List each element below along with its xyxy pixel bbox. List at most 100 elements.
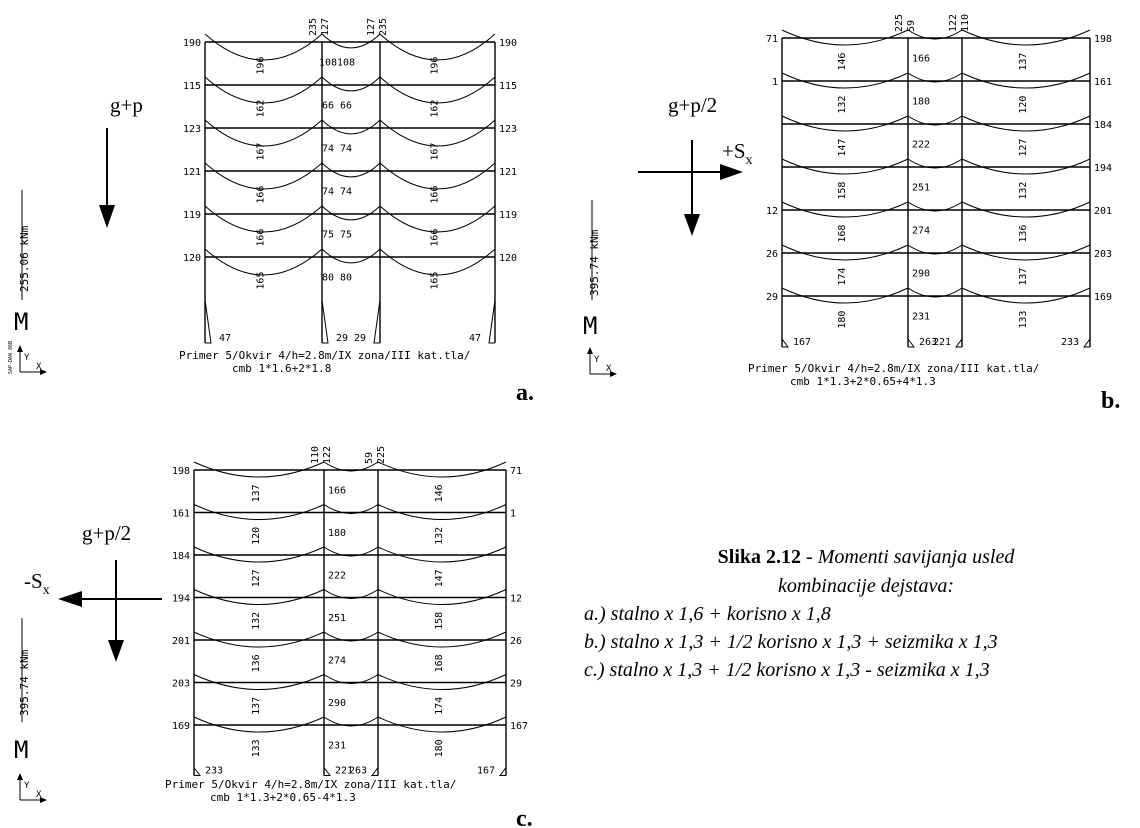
base-moment-label: 233	[1061, 337, 1079, 348]
moment-curve	[961, 287, 1091, 304]
moment-curve	[321, 76, 381, 92]
moment-curve	[961, 158, 1091, 175]
frame-a: 196 108108 196 190 190 162 66 66 162 115 115 167 74…	[183, 18, 517, 344]
scale-label-b: 395.74 kNm	[588, 229, 601, 296]
edge-moment-label: 26	[766, 249, 778, 260]
moment-curve	[961, 244, 1091, 261]
span-moment-label: 108108	[319, 58, 355, 69]
moment-curve	[193, 631, 325, 648]
frame-c: 137 166 146 198 71 120 180 132 161 1 127 222 147 184 1…	[172, 446, 528, 777]
moment-curve	[907, 29, 963, 40]
moment-curve	[907, 115, 963, 126]
title-line2-a: cmb 1*1.6+2*1.8	[232, 362, 331, 375]
axis-x-c: X	[36, 790, 42, 800]
caption-subtitle: kombinacije dejstava:	[778, 575, 954, 597]
top-moment-label: 225	[376, 446, 387, 464]
edge-moment-label: 12	[510, 594, 522, 605]
moment-curve	[781, 115, 909, 132]
span-moment-label: 174	[434, 697, 445, 715]
span-moment-label: 251	[912, 183, 930, 194]
base-moment-label: 29	[354, 333, 366, 344]
edge-moment-label: 194	[1094, 163, 1112, 174]
top-moment-label: 235	[378, 18, 389, 36]
seismic-arrowhead-b	[720, 164, 743, 180]
span-moment-label: 158	[434, 612, 445, 630]
moment-curve	[379, 33, 496, 61]
caption-item-a: a.) stalno x 1,6 + korisno x 1,8	[584, 603, 831, 625]
moment-curve	[204, 76, 323, 104]
top-moment-label: 59	[906, 20, 917, 32]
axis-y-a: Y	[24, 353, 30, 363]
span-moment-label: 167	[256, 143, 267, 161]
m-label-a: M	[14, 308, 28, 336]
base-moment-label: 29	[336, 333, 348, 344]
moment-curve	[323, 589, 379, 599]
span-moment-label: 166	[912, 54, 930, 65]
load-arrowhead-b	[684, 214, 700, 236]
base-moment	[955, 338, 963, 348]
span-moment-label: 133	[251, 739, 262, 757]
scale-label-c: 395.74 kNm	[18, 649, 31, 716]
base-moment-label: 47	[469, 333, 481, 344]
span-moment-label: 180	[328, 528, 346, 539]
moment-curve	[193, 716, 325, 733]
span-moment-label: 167	[430, 143, 441, 161]
span-moment-label: 251	[328, 613, 346, 624]
span-moment-label: 174	[837, 268, 848, 286]
base-moment-label: 233	[205, 766, 223, 777]
moment-curve	[204, 162, 323, 190]
span-moment-label: 120	[251, 527, 262, 545]
moment-curve	[321, 248, 381, 264]
span-moment-label: 136	[1018, 225, 1029, 243]
axis-icon-a	[17, 345, 47, 375]
base-moment-label: 167	[793, 337, 811, 348]
edge-moment-label: 198	[172, 466, 190, 477]
seismic-label-b: +Sx	[722, 139, 753, 168]
edge-moment-label: 169	[172, 721, 190, 732]
span-moment-label: 137	[1018, 268, 1029, 286]
panel-letter-a: a.	[516, 380, 534, 406]
edge-moment-label: 71	[766, 34, 778, 45]
span-moment-label: 290	[328, 698, 346, 709]
moment-curve	[781, 72, 909, 89]
span-moment-label: 147	[837, 139, 848, 157]
moment-curve	[377, 631, 507, 648]
span-moment-label: 165	[256, 272, 267, 290]
span-moment-label: 132	[434, 527, 445, 545]
moment-curve	[193, 461, 325, 478]
span-moment-label: 137	[251, 484, 262, 502]
moment-curve	[781, 287, 909, 304]
base-moment	[323, 767, 331, 776]
span-moment-label: 162	[256, 100, 267, 118]
top-moment-label: 127	[366, 18, 377, 36]
moment-curve	[323, 461, 379, 472]
stamp-a: SAP-DAN 86B	[8, 341, 14, 374]
title-line1-b: Primer 5/Okvir 4/h=2.8m/IX zona/III kat.…	[748, 362, 1039, 375]
base-moment	[907, 338, 915, 348]
span-moment-label: 168	[837, 225, 848, 243]
span-moment-label: 147	[434, 569, 445, 587]
base-moment	[193, 767, 201, 776]
span-moment-label: 162	[430, 100, 441, 118]
title-line2-b: cmb 1*1.3+2*0.65+4*1.3	[790, 375, 936, 388]
panel-a: g+p 255.06 kNm M Y X SAP-DAN 86B 196 1081…	[8, 18, 534, 406]
moment-curve	[204, 248, 323, 276]
top-moment-label: 59	[364, 452, 375, 464]
title-line2-c: cmb 1*1.3+2*0.65-4*1.3	[210, 791, 356, 804]
span-moment-label: 274	[328, 655, 346, 666]
moment-curve	[204, 119, 323, 147]
span-moment-label: 231	[328, 740, 346, 751]
edge-moment-label: 123	[183, 124, 201, 135]
span-moment-label: 132	[837, 96, 848, 114]
moment-curve	[377, 716, 507, 733]
span-moment-label: 66 66	[322, 101, 352, 112]
moment-curve	[377, 546, 507, 563]
title-line1-c: Primer 5/Okvir 4/h=2.8m/IX zona/III kat.…	[165, 778, 456, 791]
span-moment-label: 222	[912, 140, 930, 151]
moment-curve	[321, 119, 381, 135]
edge-moment-label: 203	[1094, 249, 1112, 260]
seismic-label-c: -Sx	[24, 569, 50, 598]
load-arrowhead-c	[108, 640, 124, 662]
edge-moment-label: 71	[510, 466, 522, 477]
